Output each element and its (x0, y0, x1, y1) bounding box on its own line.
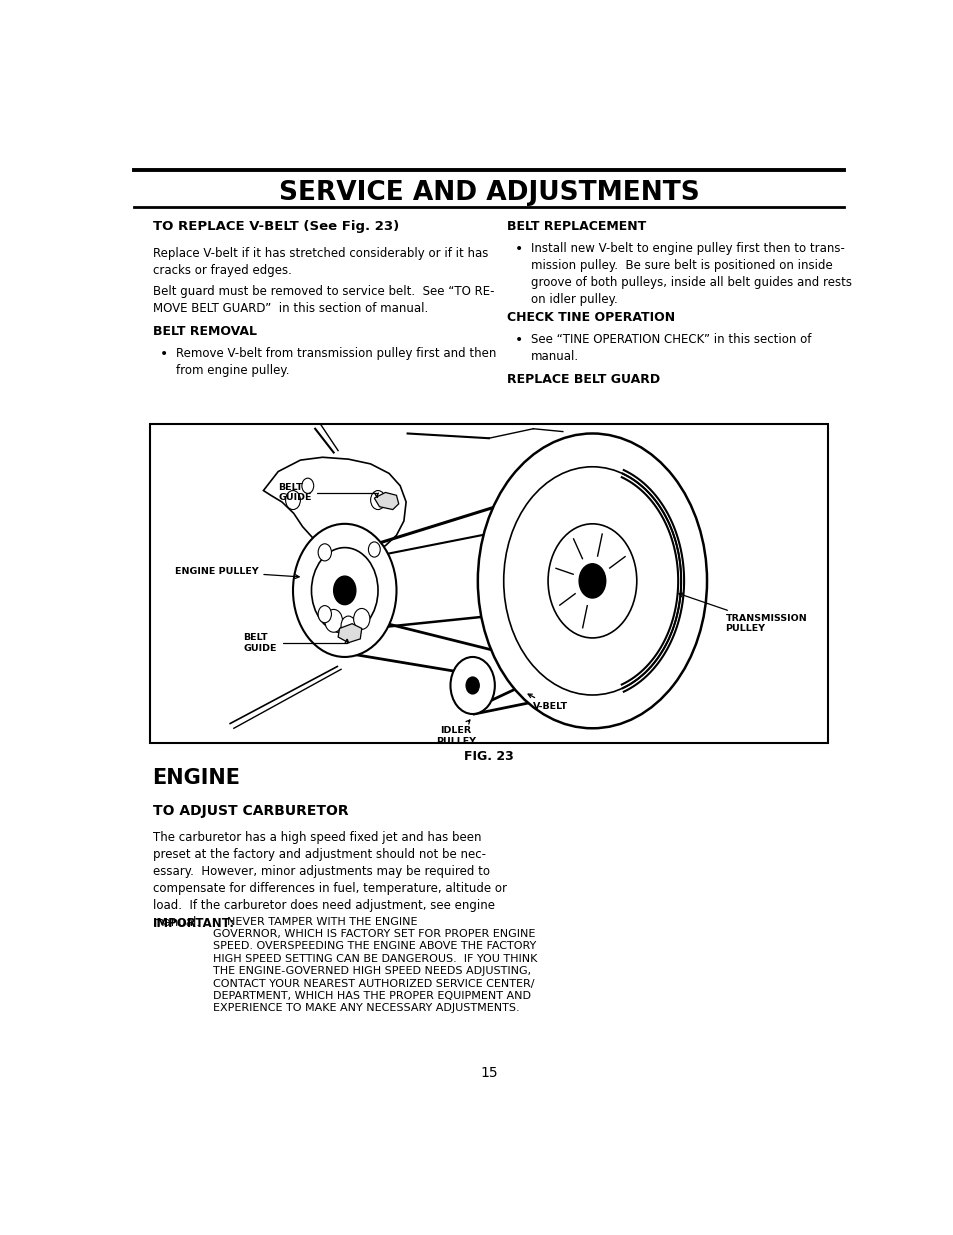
Circle shape (334, 576, 355, 605)
Bar (151, 424, 826, 742)
Circle shape (370, 490, 385, 510)
Text: ENGINE PULLEY: ENGINE PULLEY (174, 567, 299, 578)
Circle shape (341, 616, 355, 635)
Text: ENGINE: ENGINE (152, 768, 240, 788)
Text: TO REPLACE V-BELT (See Fig. 23): TO REPLACE V-BELT (See Fig. 23) (152, 221, 398, 233)
Text: See “TINE OPERATION CHECK” in this section of
manual.: See “TINE OPERATION CHECK” in this secti… (531, 332, 811, 363)
Text: •: • (160, 347, 168, 361)
Circle shape (578, 563, 605, 598)
Circle shape (354, 609, 370, 630)
Circle shape (317, 543, 331, 561)
Text: V-BELT: V-BELT (528, 694, 568, 710)
Circle shape (503, 467, 680, 695)
Text: NEVER TAMPER WITH THE ENGINE
GOVERNOR, WHICH IS FACTORY SET FOR PROPER ENGINE
SP: NEVER TAMPER WITH THE ENGINE GOVERNOR, W… (213, 916, 537, 1014)
Circle shape (324, 609, 342, 632)
Text: REPLACE BELT GUARD: REPLACE BELT GUARD (507, 373, 659, 385)
Polygon shape (374, 493, 398, 510)
Text: •: • (515, 332, 522, 347)
Text: BELT REPLACEMENT: BELT REPLACEMENT (507, 221, 646, 233)
Text: IMPORTANT:: IMPORTANT: (152, 916, 234, 930)
Text: 15: 15 (479, 1066, 497, 1081)
Text: •: • (515, 242, 522, 257)
Circle shape (301, 478, 314, 494)
Circle shape (285, 490, 300, 510)
Text: Belt guard must be removed to service belt.  See “TO RE-
MOVE BELT GUARD”  in th: Belt guard must be removed to service be… (152, 285, 494, 315)
Text: CHECK TINE OPERATION: CHECK TINE OPERATION (507, 311, 675, 324)
Text: IDLER
PULLEY: IDLER PULLEY (436, 720, 476, 746)
Text: Remove V-belt from transmission pulley first and then
from engine pulley.: Remove V-belt from transmission pulley f… (176, 347, 496, 377)
Text: TRANSMISSION
PULLEY: TRANSMISSION PULLEY (679, 593, 806, 634)
Circle shape (547, 524, 637, 638)
Text: TO ADJUST CARBURETOR: TO ADJUST CARBURETOR (152, 804, 348, 819)
Circle shape (311, 547, 377, 634)
Text: Replace V-belt if it has stretched considerably or if it has
cracks or frayed ed: Replace V-belt if it has stretched consi… (152, 247, 487, 277)
Text: Install new V-belt to engine pulley first then to trans-
mission pulley.  Be sur: Install new V-belt to engine pulley firs… (531, 242, 851, 306)
Circle shape (293, 524, 396, 657)
Text: The carburetor has a high speed fixed jet and has been
preset at the factory and: The carburetor has a high speed fixed je… (152, 831, 506, 929)
Polygon shape (337, 624, 361, 642)
Text: FIG. 23: FIG. 23 (463, 750, 514, 763)
Circle shape (450, 657, 495, 714)
Circle shape (465, 677, 478, 694)
Text: SERVICE AND ADJUSTMENTS: SERVICE AND ADJUSTMENTS (278, 179, 699, 205)
Text: BELT REMOVAL: BELT REMOVAL (152, 325, 256, 338)
Text: BELT
GUIDE: BELT GUIDE (243, 634, 349, 652)
Circle shape (368, 542, 380, 557)
Text: BELT
GUIDE: BELT GUIDE (278, 483, 378, 503)
Circle shape (317, 605, 331, 622)
Circle shape (477, 433, 706, 729)
